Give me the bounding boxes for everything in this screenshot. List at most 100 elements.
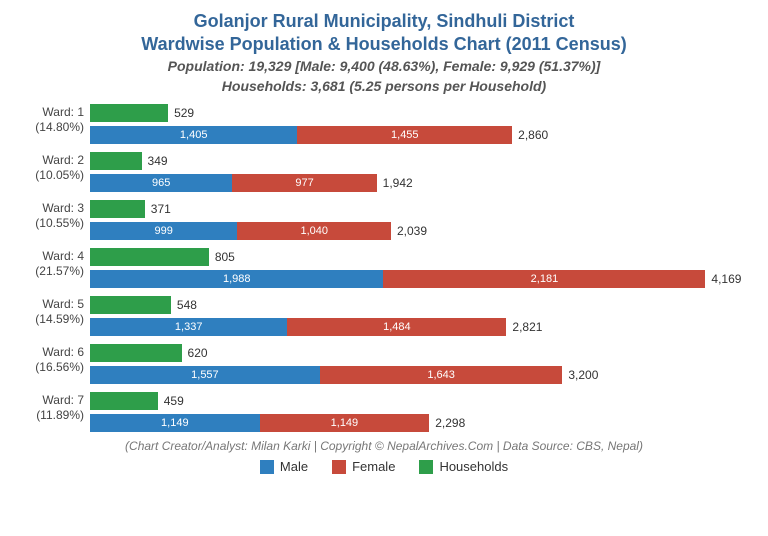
ward-label: Ward: 4(21.57%) [20,247,90,278]
male-bar: 1,149 [90,414,260,432]
ward-bars: 459 1,149 1,149 2,298 [90,391,748,435]
households-bar [90,392,158,410]
total-value: 2,821 [512,320,542,334]
households-bar-wrap: 529 [90,103,748,123]
households-bar [90,104,168,122]
ward-bars: 3719991,0402,039 [90,199,748,243]
male-value: 999 [155,225,173,237]
ward-label: Ward: 6(16.56%) [20,343,90,374]
households-bar-wrap: 371 [90,199,748,219]
chart-title-block: Golanjor Rural Municipality, Sindhuli Di… [20,10,748,95]
households-bar [90,200,145,218]
legend-female-label: Female [352,459,395,474]
female-value: 1,040 [300,225,328,237]
households-value: 371 [151,202,171,216]
ward-percent: (16.56%) [20,360,84,374]
ward-name: Ward: 1 [42,105,84,119]
ward-row: Ward: 1(14.80%) 529 1,405 1,455 2,860 [20,103,748,147]
ward-name: Ward: 2 [42,153,84,167]
ward-row: Ward: 3(10.55%)3719991,0402,039 [20,199,748,243]
population-bar-wrap: 1,337 1,484 2,821 [90,317,748,337]
households-value: 805 [215,250,235,264]
ward-percent: (14.80%) [20,120,84,134]
ward-percent: (10.55%) [20,216,84,230]
female-bar: 1,643 [320,366,563,384]
ward-percent: (21.57%) [20,264,84,278]
ward-bars: 3499659771,942 [90,151,748,195]
ward-row: Ward: 5(14.59%) 548 1,337 1,484 2,821 [20,295,748,339]
male-swatch-icon [260,460,274,474]
legend-item-households: Households [419,459,508,474]
legend-item-male: Male [260,459,308,474]
male-bar: 965 [90,174,232,192]
female-bar: 2,181 [383,270,705,288]
ward-row: Ward: 7(11.89%) 459 1,149 1,149 2,298 [20,391,748,435]
male-value: 1,337 [175,321,203,333]
title-line-1: Golanjor Rural Municipality, Sindhuli Di… [20,10,748,33]
ward-bars: 548 1,337 1,484 2,821 [90,295,748,339]
female-value: 1,455 [391,129,419,141]
ward-percent: (11.89%) [20,408,84,422]
female-bar: 1,040 [237,222,391,240]
chart-area: Ward: 1(14.80%) 529 1,405 1,455 2,860 Ward: 2… [20,103,748,435]
households-bar [90,344,182,362]
households-bar [90,296,171,314]
female-value: 1,149 [331,417,359,429]
male-bar: 999 [90,222,237,240]
ward-bars: 805 1,988 2,181 4,169 [90,247,748,291]
households-bar [90,248,209,266]
female-value: 1,643 [427,369,455,381]
ward-name: Ward: 6 [42,345,84,359]
male-value: 1,988 [223,273,251,285]
ward-percent: (14.59%) [20,312,84,326]
male-bar: 1,557 [90,366,320,384]
female-bar: 1,455 [297,126,512,144]
households-value: 548 [177,298,197,312]
male-bar: 1,405 [90,126,297,144]
population-bar-wrap: 1,149 1,149 2,298 [90,413,748,433]
total-value: 4,169 [711,272,741,286]
legend-male-label: Male [280,459,308,474]
male-value: 965 [152,177,170,189]
female-value: 977 [295,177,313,189]
households-value: 459 [164,394,184,408]
population-bar-wrap: 9991,0402,039 [90,221,748,241]
total-value: 2,298 [435,416,465,430]
female-swatch-icon [332,460,346,474]
population-bar-wrap: 9659771,942 [90,173,748,193]
households-bar-wrap: 459 [90,391,748,411]
male-bar: 1,337 [90,318,287,336]
households-value: 620 [188,346,208,360]
chart-legend: Male Female Households [20,459,748,474]
households-bar-wrap: 805 [90,247,748,267]
male-value: 1,149 [161,417,189,429]
households-value: 529 [174,106,194,120]
ward-name: Ward: 3 [42,201,84,215]
legend-item-female: Female [332,459,395,474]
ward-row: Ward: 4(21.57%) 805 1,988 2,181 4,169 [20,247,748,291]
female-bar: 1,149 [260,414,430,432]
ward-name: Ward: 4 [42,249,84,263]
ward-name: Ward: 7 [42,393,84,407]
legend-households-label: Households [439,459,508,474]
ward-label: Ward: 7(11.89%) [20,391,90,422]
ward-label: Ward: 3(10.55%) [20,199,90,230]
total-value: 2,860 [518,128,548,142]
ward-row: Ward: 2(10.05%)3499659771,942 [20,151,748,195]
female-value: 2,181 [531,273,559,285]
population-bar-wrap: 1,988 2,181 4,169 [90,269,748,289]
households-bar [90,152,142,170]
title-line-2: Wardwise Population & Households Chart (… [20,33,748,56]
male-bar: 1,988 [90,270,383,288]
ward-label: Ward: 5(14.59%) [20,295,90,326]
female-bar: 1,484 [287,318,506,336]
chart-credit: (Chart Creator/Analyst: Milan Karki | Co… [20,439,748,453]
ward-bars: 529 1,405 1,455 2,860 [90,103,748,147]
population-bar-wrap: 1,5571,6433,200 [90,365,748,385]
households-bar-wrap: 620 [90,343,748,363]
households-swatch-icon [419,460,433,474]
ward-bars: 6201,5571,6433,200 [90,343,748,387]
ward-percent: (10.05%) [20,168,84,182]
population-bar-wrap: 1,405 1,455 2,860 [90,125,748,145]
ward-label: Ward: 1(14.80%) [20,103,90,134]
